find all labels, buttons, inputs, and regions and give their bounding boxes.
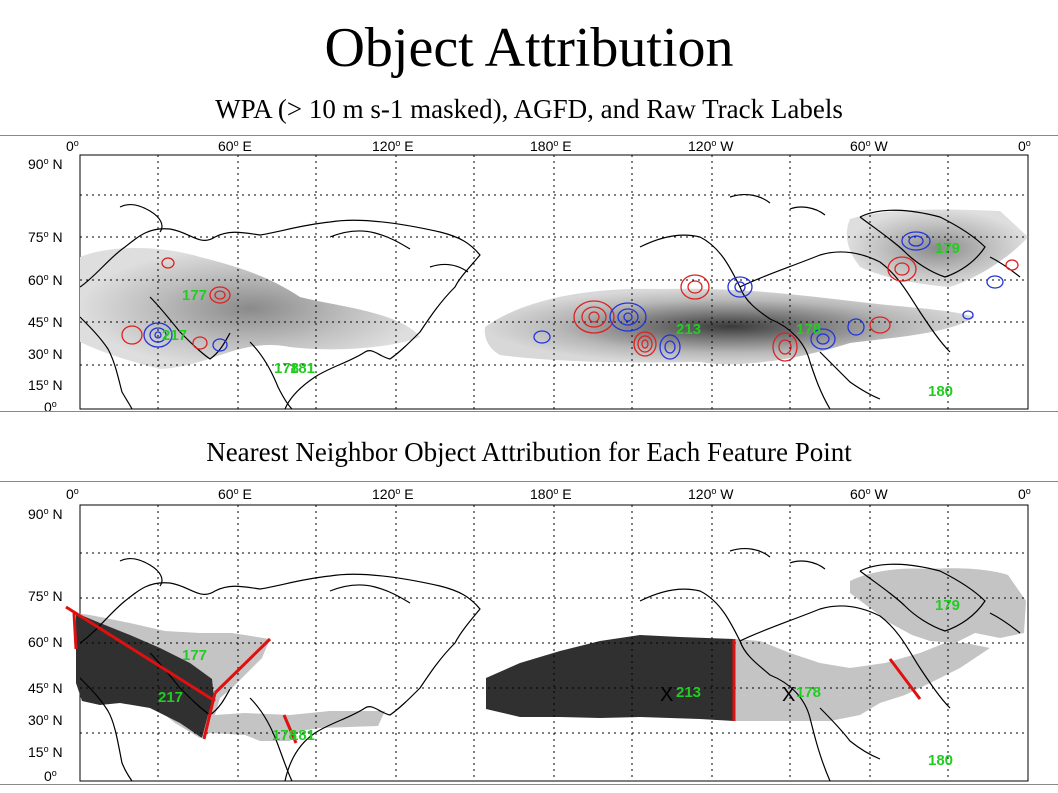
track-label: 213: [676, 684, 701, 701]
track-label: 178: [796, 684, 821, 701]
svg-text:0o: 0o: [44, 399, 57, 411]
svg-text:75o N: 75o N: [28, 588, 63, 604]
boundary-line: [282, 714, 298, 744]
track-label: 177: [182, 287, 207, 304]
svg-text:0o: 0o: [66, 486, 79, 502]
track-label: 180: [928, 752, 953, 769]
track-label: 178: [796, 321, 821, 338]
svg-text:120o W: 120o W: [688, 486, 734, 502]
svg-text:60o E: 60o E: [218, 138, 252, 154]
svg-text:120o E: 120o E: [372, 138, 414, 154]
svg-text:30o N: 30o N: [28, 346, 63, 362]
coastlines: [79, 193, 1021, 410]
svg-text:0o: 0o: [1018, 138, 1031, 154]
x-marker: X: [782, 684, 795, 706]
page-title: Object Attribution: [324, 17, 734, 79]
svg-text:120o W: 120o W: [688, 138, 734, 154]
divider: [0, 411, 1058, 412]
divider: [0, 135, 1058, 136]
boundary-line: [202, 692, 217, 740]
graticule: [80, 155, 1028, 409]
boundary-line: [72, 612, 78, 650]
svg-text:30o N: 30o N: [28, 712, 63, 728]
svg-text:180o E: 180o E: [530, 486, 572, 502]
track-label: 181: [290, 360, 315, 377]
svg-text:45o N: 45o N: [28, 680, 63, 696]
top-map-panel: 177 217 178 181 213 178 179 180 0o 60o E…: [0, 137, 1058, 415]
boundary-line: [65, 605, 216, 703]
track-label: 217: [158, 689, 183, 706]
track-labels: 177 217 178 181 213 178 179 180: [158, 597, 960, 769]
track-label: 180: [928, 383, 953, 400]
svg-text:60o E: 60o E: [218, 486, 252, 502]
svg-text:180o E: 180o E: [530, 138, 572, 154]
track-labels: 177 217 178 181 213 178 179 180: [162, 240, 960, 400]
lat-labels: 90o N 75o N 60o N 45o N 30o N 15o N 0o: [28, 506, 63, 784]
top-panel-subtitle: WPA (> 10 m s-1 masked), AGFD, and Raw T…: [215, 94, 843, 124]
svg-text:45o N: 45o N: [28, 314, 63, 330]
svg-text:15o N: 15o N: [28, 744, 63, 760]
divider: [0, 784, 1058, 785]
track-label: 178: [272, 727, 297, 744]
svg-text:60o N: 60o N: [28, 272, 63, 288]
svg-text:0o: 0o: [44, 768, 57, 783]
track-label: 217: [162, 327, 187, 344]
graticule: [80, 505, 1028, 781]
svg-text:90o N: 90o N: [28, 156, 63, 172]
svg-text:15o N: 15o N: [28, 377, 63, 393]
agfd-contours-positive: [121, 256, 1019, 362]
x-marker: X: [660, 684, 673, 706]
x-markers: X X: [660, 684, 795, 706]
track-label: 213: [676, 321, 701, 338]
svg-text:0o: 0o: [66, 138, 79, 154]
lat-labels: 90o N 75o N 60o N 45o N 30o N 15o N 0o: [28, 156, 63, 415]
svg-text:75o N: 75o N: [28, 229, 63, 245]
object-regions: [76, 568, 1026, 741]
track-label: 179: [935, 240, 960, 257]
top-map: 177 217 178 181 213 178 179 180 0o 60o E…: [28, 138, 1031, 415]
attribution-boundaries: [65, 605, 922, 744]
svg-text:120o E: 120o E: [372, 486, 414, 502]
boundary-line: [888, 658, 922, 700]
bottom-map: 177 217 178 181 213 178 179 180 X X 0o 6…: [28, 486, 1031, 784]
track-label: 177: [182, 647, 207, 664]
agfd-contours-negative: [143, 231, 1004, 360]
track-label: 179: [935, 597, 960, 614]
divider: [0, 481, 1058, 482]
bottom-map-panel: 177 217 178 181 213 178 179 180 X X 0o 6…: [0, 483, 1058, 784]
svg-text:90o N: 90o N: [28, 506, 63, 522]
svg-text:60o W: 60o W: [850, 486, 888, 502]
coastlines: [79, 547, 1021, 782]
track-label: 181: [290, 727, 315, 744]
boundary-line: [213, 637, 272, 695]
svg-text:0o: 0o: [1018, 486, 1031, 502]
bottom-panel-subtitle: Nearest Neighbor Object Attribution for …: [206, 437, 852, 467]
lon-labels: 0o 60o E 120o E 180o E 120o W 60o W 0o: [66, 486, 1031, 502]
svg-text:60o N: 60o N: [28, 634, 63, 650]
svg-text:60o W: 60o W: [850, 138, 888, 154]
lon-labels: 0o 60o E 120o E 180o E 120o W 60o W 0o: [66, 138, 1031, 154]
track-label: 178: [274, 360, 299, 377]
